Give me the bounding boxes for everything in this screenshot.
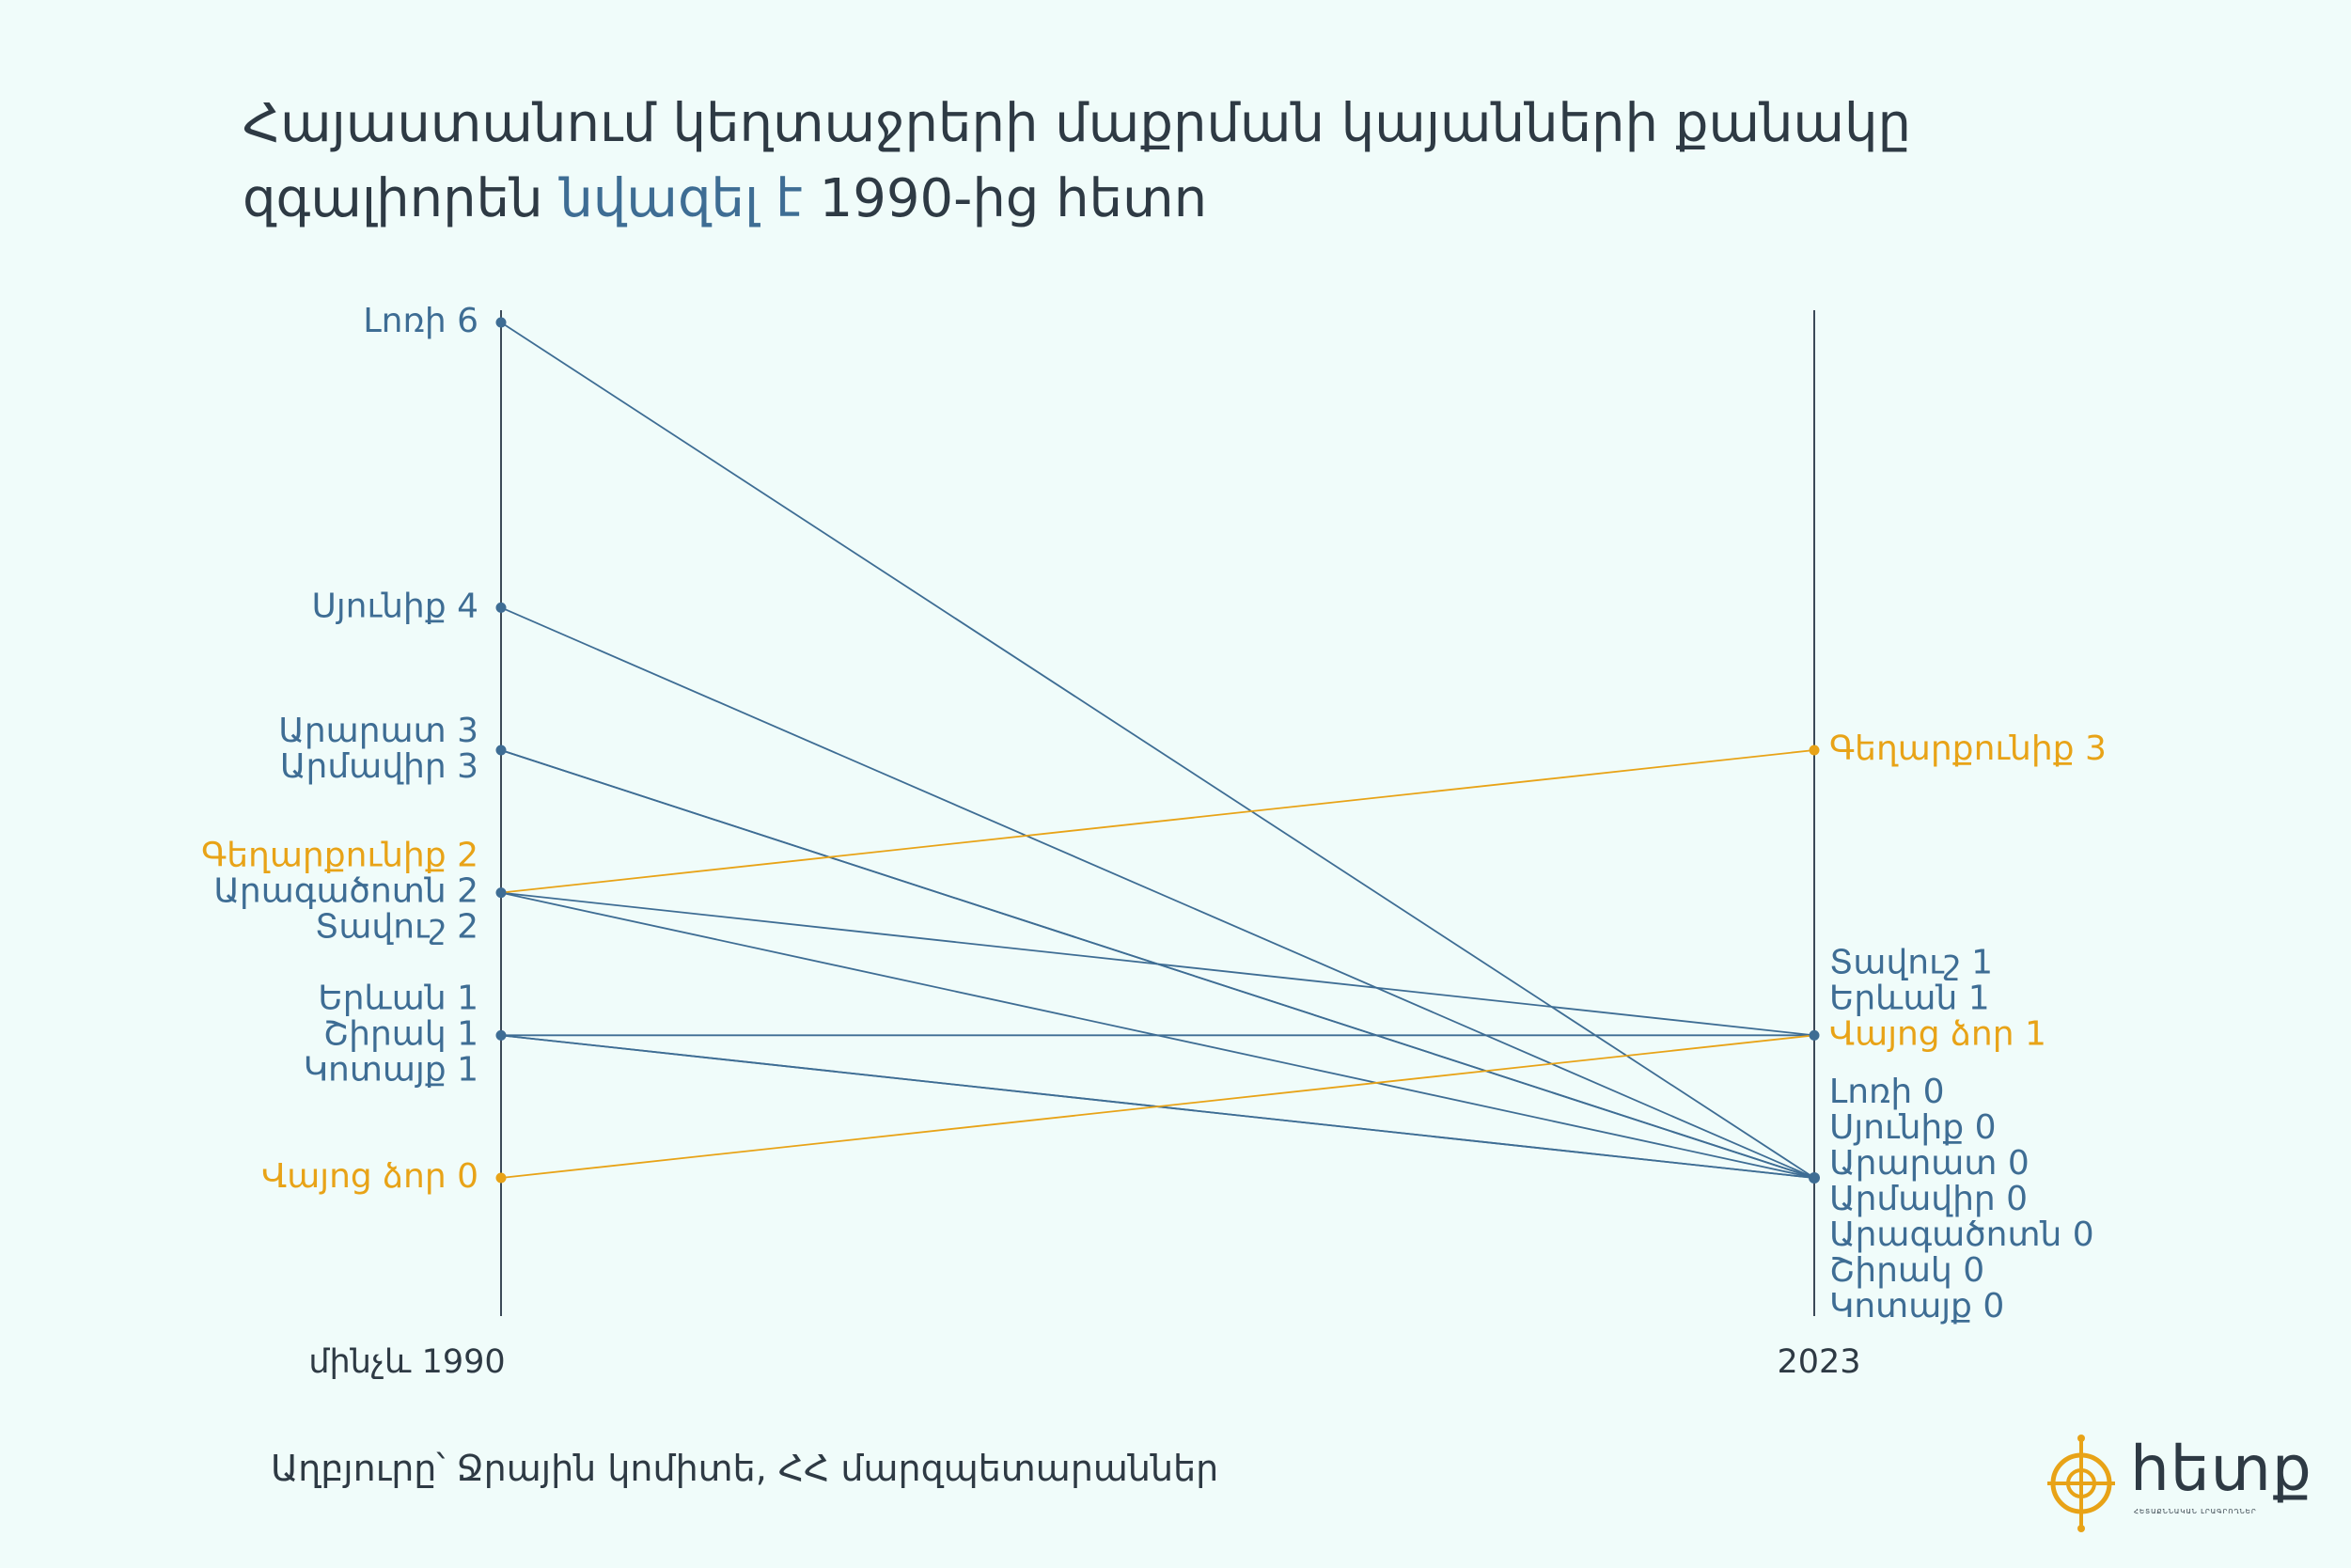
- x-label-right: 2023: [1777, 1343, 1860, 1381]
- series-1-line: [500, 606, 1815, 1179]
- right-label-0-0: Գեղարքունիք 3: [1829, 729, 2107, 768]
- right-label-1-1: Երևան 1: [1829, 979, 1990, 1017]
- left-dot-3: [495, 745, 507, 756]
- left-label-3-0: Գեղարքունիք 2: [201, 837, 478, 875]
- right-label-2-6: Կոտայք 0: [1829, 1287, 2004, 1325]
- left-label-3-1: Արագածոտն 2: [213, 872, 478, 911]
- right-label-2-2: Արարատ 0: [1829, 1144, 2030, 1183]
- series-4-line: [500, 749, 1815, 894]
- logo: հետք ՀԵՏԱՔՆՆԱԿԱՆ ԼՐԱԳՐՈՂՆԵՐ: [2047, 1431, 2312, 1534]
- left-label-4-0: Երևան 1: [318, 979, 478, 1017]
- left-label-5-0: Վայոց ձոր 0: [261, 1157, 478, 1196]
- left-label-2-0: Արարատ 3: [278, 712, 478, 750]
- left-label-1-0: Սյունիք 4: [312, 587, 478, 625]
- right-label-1-0: Տավուշ 1: [1829, 943, 1993, 981]
- series-10-line: [500, 1034, 1815, 1179]
- right-label-2-0: Լոռի 0: [1829, 1073, 1945, 1111]
- right-dot-3: [1809, 745, 1820, 756]
- logo-wordmark: հետք: [2130, 1433, 2312, 1505]
- series-0-line: [500, 321, 1815, 1179]
- right-label-2-5: Շիրակ 0: [1829, 1251, 1984, 1290]
- left-dot-4: [495, 602, 507, 613]
- left-label-4-2: Կոտայք 1: [304, 1050, 478, 1089]
- x-label-left: մինչև 1990: [308, 1343, 505, 1381]
- right-label-2-1: Սյունիք 0: [1829, 1108, 1996, 1147]
- left-dot-0: [495, 1172, 507, 1184]
- title-part1: Հայաստանում կեղտաջրերի մաքրման կայանների…: [243, 93, 1912, 229]
- series-lines: [500, 321, 1815, 1179]
- compass-logo-icon: [2047, 1435, 2115, 1532]
- right-label-2-4: Արագածոտն 0: [1829, 1215, 2094, 1254]
- left-dot-6: [495, 317, 507, 328]
- left-label-2-1: Արմավիր 3: [280, 747, 478, 786]
- right-label-2-3: Արմավիր 0: [1829, 1180, 2028, 1218]
- title-highlight: նվազել է: [559, 168, 803, 229]
- left-dot-2: [495, 887, 507, 899]
- right-label-1-2: Վայոց ձոր 1: [1829, 1014, 2046, 1053]
- title-part2: 1990-ից հետո: [802, 168, 1208, 229]
- source-note: Աղբյուրը՝ Ջրային կոմիտե, ՀՀ մարզպետարանն…: [271, 1448, 1219, 1489]
- left-label-4-1: Շիրակ 1: [323, 1014, 478, 1053]
- chart-title: Հայաստանում կեղտաջրերի մաքրման կայանների…: [243, 86, 2217, 237]
- series-6-line: [500, 891, 1815, 1037]
- left-label-0-0: Լոռի 6: [363, 302, 478, 340]
- logo-subtitle: ՀԵՏԱՔՆՆԱԿԱՆ ԼՐԱԳՐՈՂՆԵՐ: [2134, 1508, 2257, 1515]
- right-dot-0: [1809, 1172, 1820, 1184]
- left-label-3-2: Տավուշ 2: [315, 908, 478, 947]
- right-dot-1: [1809, 1029, 1820, 1041]
- series-dots: [495, 317, 1820, 1184]
- left-dot-1: [495, 1029, 507, 1041]
